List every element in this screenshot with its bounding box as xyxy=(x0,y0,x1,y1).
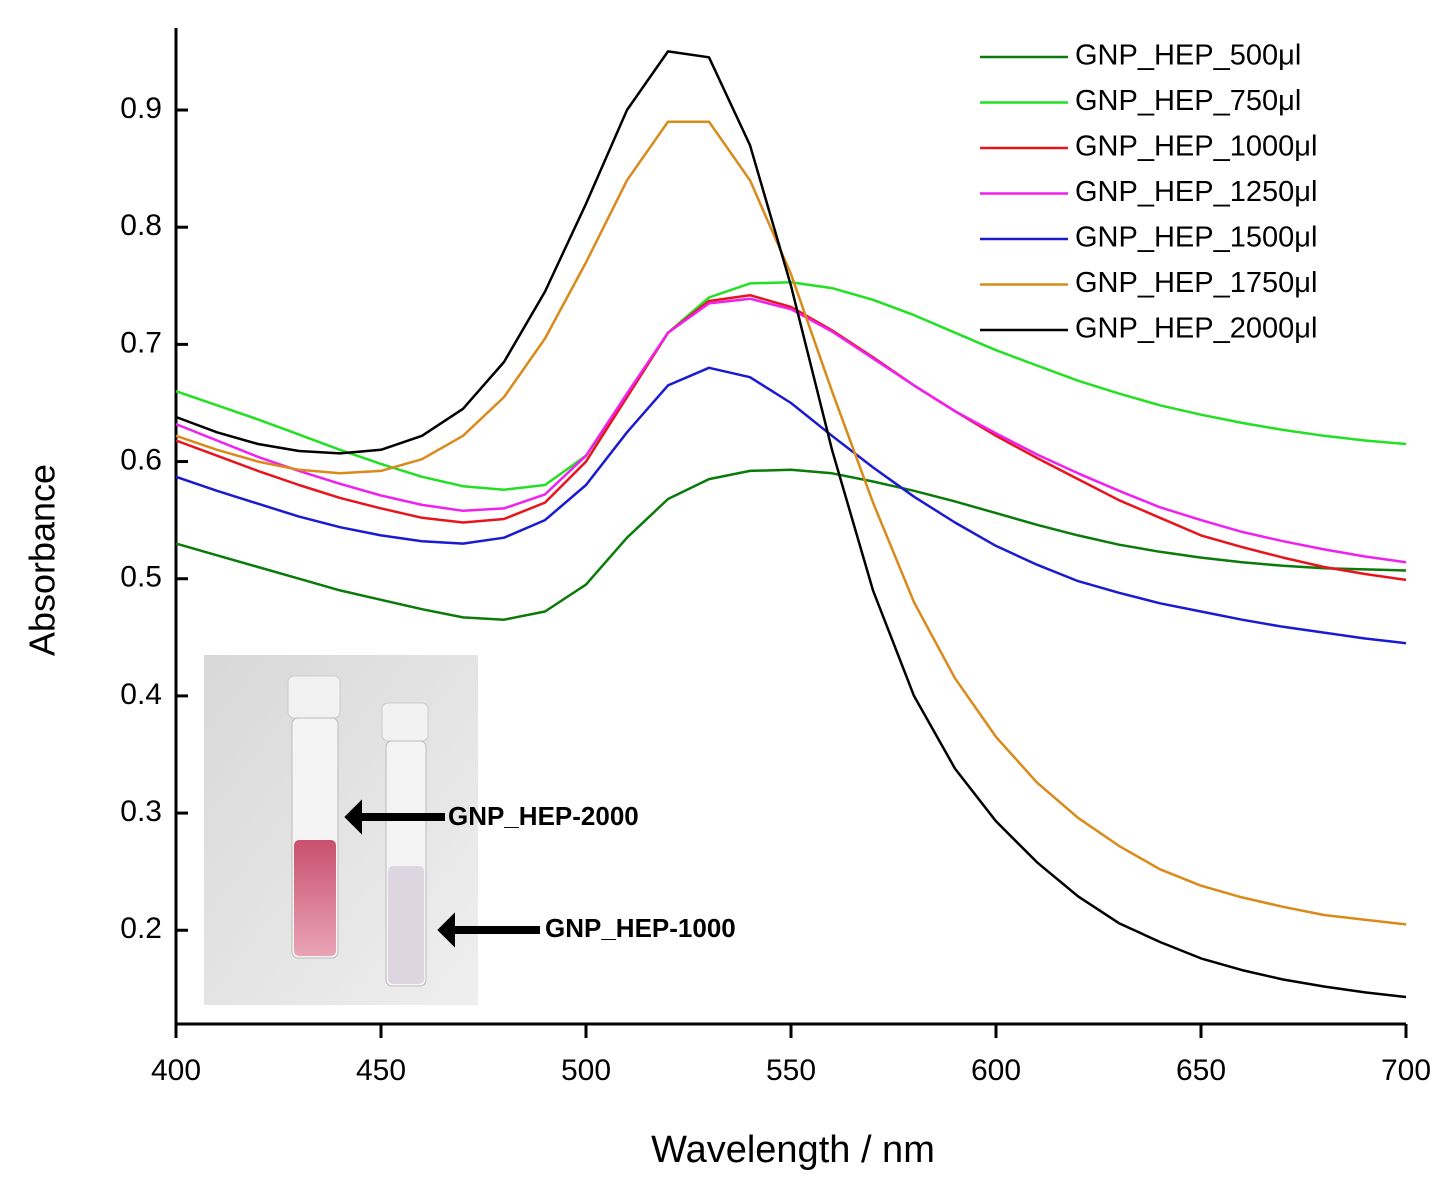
x-tick-label: 700 xyxy=(1381,1054,1431,1087)
y-tick-label: 0.2 xyxy=(120,912,162,945)
legend-label: GNP_HEP_2000μl xyxy=(1075,313,1317,345)
annotation: GNP_HEP-1000 xyxy=(545,913,736,943)
legend-label: GNP_HEP_500μl xyxy=(1075,40,1301,72)
legend-label: GNP_HEP_1500μl xyxy=(1075,222,1317,254)
data-line xyxy=(175,120,1407,926)
legend-label: GNP_HEP_1000μl xyxy=(1075,131,1317,163)
inset-photo xyxy=(204,655,478,1005)
legend-label: GNP_HEP_1750μl xyxy=(1075,267,1317,299)
arrow xyxy=(437,912,540,948)
x-tick-label: 600 xyxy=(971,1054,1021,1087)
x-tick-label: 450 xyxy=(356,1054,406,1087)
arrow xyxy=(344,799,445,835)
y-tick-label: 0.3 xyxy=(120,795,162,828)
x-axis-label: Wavelength / nm xyxy=(651,1129,935,1171)
data-line xyxy=(175,293,1407,582)
data-line xyxy=(175,366,1407,645)
data-line xyxy=(175,468,1407,621)
y-tick-label: 0.7 xyxy=(120,326,162,359)
x-tick-label: 400 xyxy=(151,1054,201,1087)
y-tick-label: 0.9 xyxy=(120,92,162,125)
y-tick-label: 0.8 xyxy=(120,209,162,242)
x-tick-label: 650 xyxy=(1176,1054,1226,1087)
x-tick-label: 500 xyxy=(561,1054,611,1087)
y-tick-label: 0.6 xyxy=(120,443,162,476)
y-tick-label: 0.4 xyxy=(120,678,162,711)
data-line xyxy=(175,297,1407,564)
annotation: GNP_HEP-2000 xyxy=(448,801,639,831)
y-tick-label: 0.5 xyxy=(120,561,162,594)
legend-label: GNP_HEP_750μl xyxy=(1075,85,1301,117)
data-line xyxy=(175,50,1407,999)
x-tick-label: 550 xyxy=(766,1054,816,1087)
legend-label: GNP_HEP_1250μl xyxy=(1075,176,1317,208)
y-axis-label: Absorbance xyxy=(22,464,63,656)
